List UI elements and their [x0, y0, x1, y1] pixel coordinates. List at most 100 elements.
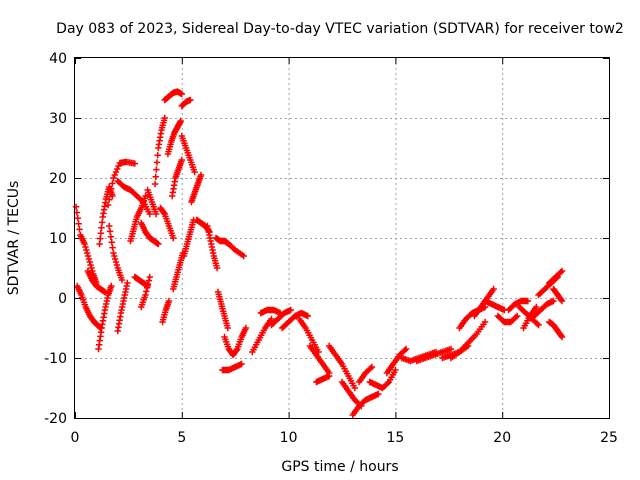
- x-tick-label: 25: [600, 430, 618, 446]
- data-point: [108, 239, 115, 246]
- x-axis-ticks: 0 5 10 15 20 25: [71, 58, 618, 446]
- data-point: [75, 220, 82, 227]
- data-point: [238, 360, 245, 368]
- y-tick-label: 30: [49, 111, 67, 127]
- data-point: [118, 276, 126, 284]
- x-tick-label: 5: [177, 430, 186, 446]
- data-point: [160, 209, 168, 216]
- data-point: [98, 224, 105, 231]
- data-point: [558, 333, 566, 341]
- data-point: [152, 173, 159, 180]
- series-track-bg: [545, 267, 566, 287]
- data-point: [153, 166, 160, 173]
- series-track-aq: [366, 366, 399, 392]
- data-point: [402, 345, 410, 353]
- data-point: [155, 240, 162, 248]
- x-tick-label: 15: [386, 430, 404, 446]
- series-track-ad: [221, 324, 250, 359]
- series-track-av: [447, 318, 489, 362]
- data-point: [82, 243, 89, 251]
- data-point: [558, 267, 566, 275]
- data-point: [143, 284, 151, 291]
- data-point: [512, 314, 520, 321]
- data-point: [557, 296, 565, 303]
- series-track-ao: [349, 390, 382, 419]
- data-point: [533, 303, 540, 311]
- data-point: [145, 277, 153, 284]
- data-point: [191, 168, 198, 176]
- series-track-ay: [481, 297, 508, 314]
- chart-title: Day 083 of 2023, Sidereal Day-to-day VTE…: [56, 21, 624, 37]
- data-point: [81, 240, 88, 248]
- series-track-w: [178, 96, 194, 110]
- x-axis-label: GPS time / hours: [281, 459, 398, 475]
- data-point: [535, 321, 542, 329]
- data-point: [88, 264, 95, 272]
- data-point: [187, 96, 194, 104]
- data-point: [109, 244, 116, 251]
- data-point: [154, 152, 161, 159]
- y-tick-label: 0: [58, 291, 67, 307]
- data-point: [97, 235, 104, 242]
- series-track-ba: [505, 297, 532, 314]
- x-tick-label: 10: [280, 430, 298, 446]
- data-point: [534, 320, 541, 327]
- data-point: [109, 180, 116, 187]
- data-point: [550, 297, 557, 305]
- data-point: [490, 285, 497, 293]
- series-track-f: [104, 158, 139, 209]
- data-point: [83, 249, 91, 257]
- data-point: [108, 282, 115, 290]
- series-track-ac: [214, 288, 231, 332]
- data-points: [72, 88, 566, 419]
- data-point: [447, 345, 455, 353]
- plot-frame: [74, 57, 610, 419]
- series-track-af: [249, 315, 275, 356]
- data-point: [524, 297, 532, 305]
- series-track-n: [144, 186, 160, 218]
- series-track-e: [96, 183, 116, 248]
- data-point: [84, 252, 92, 260]
- data-point: [142, 192, 149, 200]
- data-point: [131, 160, 139, 167]
- data-point: [112, 258, 120, 266]
- y-axis-label: SDTVAR / TECUs: [6, 181, 22, 296]
- data-point: [268, 315, 275, 323]
- data-point: [72, 203, 80, 210]
- y-tick-label: -10: [44, 351, 67, 367]
- data-point: [111, 171, 118, 179]
- data-point: [124, 279, 131, 287]
- series-track-l: [138, 219, 162, 248]
- data-point: [144, 281, 152, 288]
- data-point: [392, 366, 399, 374]
- series-track-ak: [306, 342, 333, 377]
- series-track-a: [72, 203, 100, 287]
- data-point: [114, 165, 121, 173]
- data-point: [240, 252, 247, 260]
- series-track-s: [164, 117, 184, 158]
- data-point: [96, 240, 103, 248]
- data-point: [110, 174, 117, 182]
- series-track-at: [413, 345, 455, 365]
- data-point: [513, 312, 521, 320]
- data-point: [151, 180, 159, 188]
- data-point: [146, 210, 153, 218]
- data-point: [111, 255, 119, 263]
- data-point: [76, 226, 83, 233]
- series-track-bf: [545, 318, 566, 341]
- data-point: [351, 384, 359, 392]
- data-point: [401, 347, 408, 354]
- data-point: [368, 363, 376, 371]
- series-track-bc: [520, 303, 540, 332]
- data-point: [177, 117, 184, 125]
- data-point: [557, 332, 565, 339]
- data-point: [213, 264, 221, 272]
- series-track-d: [95, 282, 115, 353]
- series-track-ae: [219, 360, 245, 374]
- data-point: [242, 324, 250, 332]
- data-point: [146, 273, 153, 281]
- y-tick-label: 40: [49, 51, 67, 67]
- y-tick-label: 20: [49, 171, 67, 187]
- series-track-ar: [383, 345, 410, 377]
